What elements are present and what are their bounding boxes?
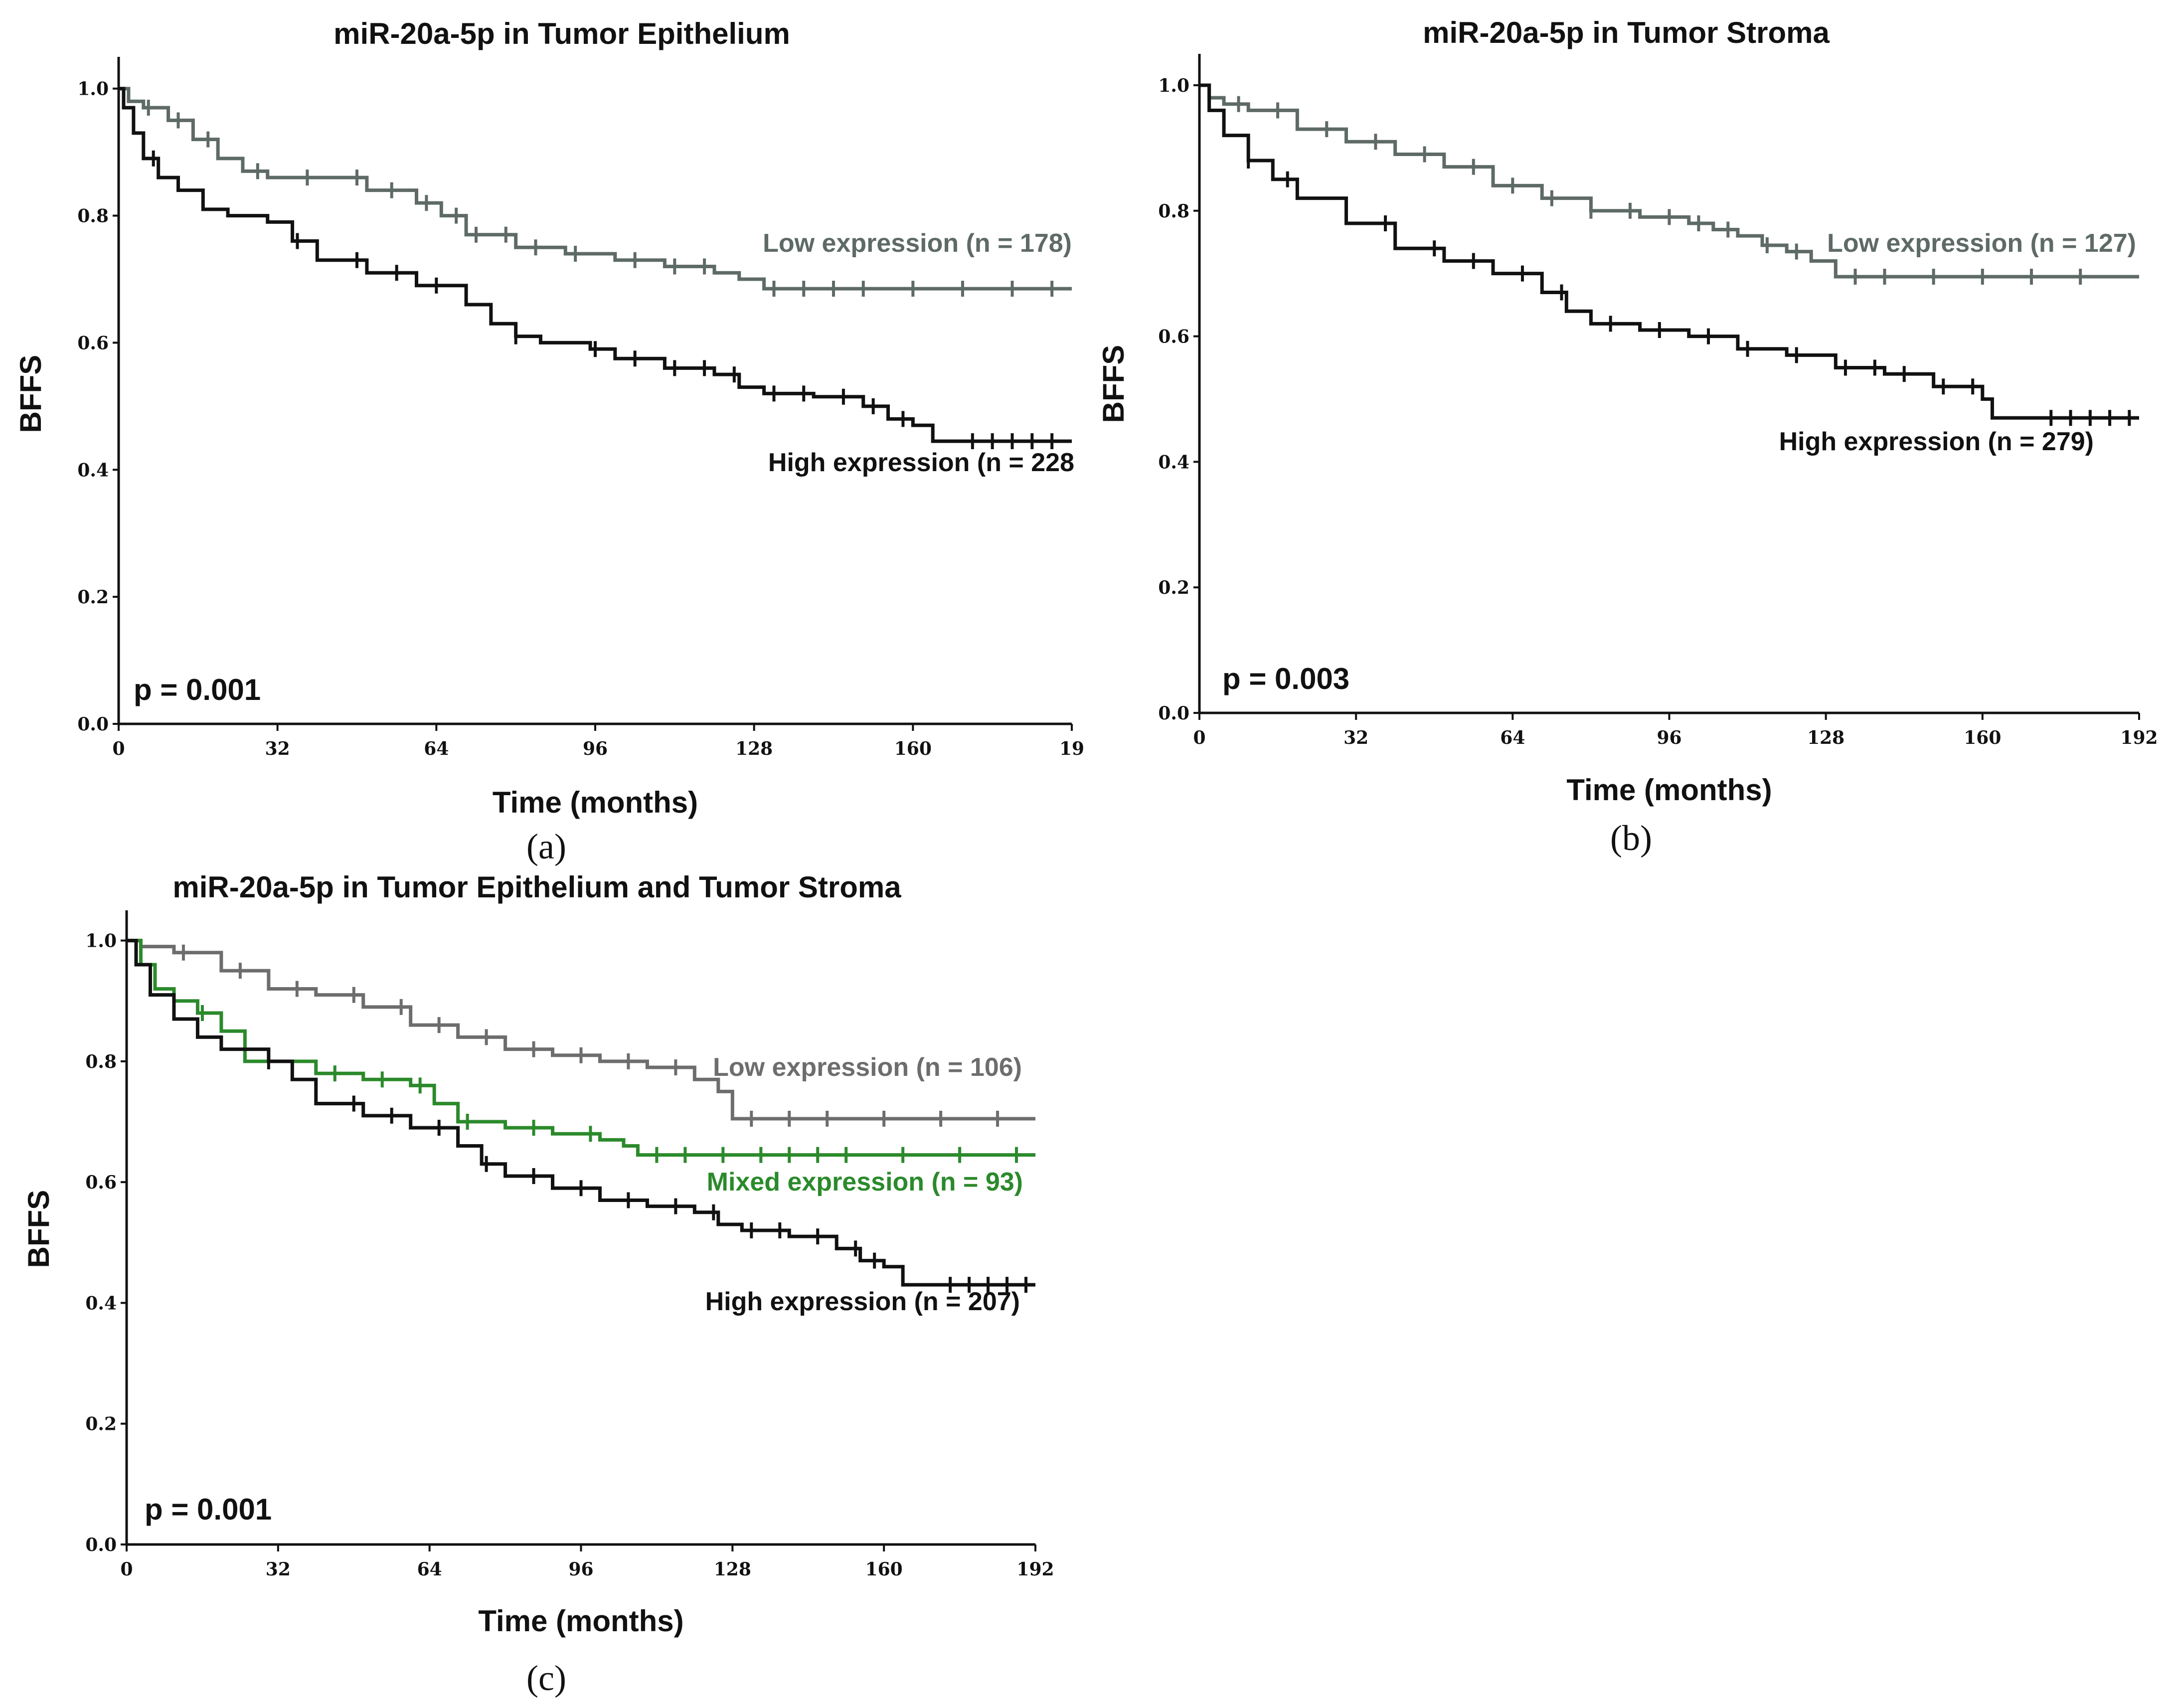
y-tick-label: 0.8 (77, 206, 109, 227)
x-axis-label: Time (months) (493, 786, 698, 819)
x-tick-label: 0 (112, 738, 125, 759)
series-label: High expression (n = 228 (768, 448, 1074, 477)
chart-panel-c: miR-20a-5p in Tumor Epithelium and Tumor… (22, 870, 1054, 1698)
y-tick-label: 0.2 (85, 1414, 117, 1435)
x-tick-label: 160 (865, 1559, 903, 1580)
survival-curve (127, 939, 1035, 1121)
x-axis-label: Time (months) (1566, 773, 1772, 807)
x-tick-label: 0 (1193, 727, 1205, 748)
survival-curve (1199, 83, 2139, 279)
p-value-label: p = 0.001 (134, 673, 261, 706)
y-tick-label: 0.2 (77, 587, 109, 608)
chart-title: miR-20a-5p in Tumor Epithelium (334, 17, 790, 50)
survival-curve (127, 939, 1035, 1287)
y-tick-label: 1.0 (85, 931, 117, 952)
x-tick-label: 0 (120, 1559, 133, 1580)
chart-title: miR-20a-5p in Tumor Stroma (1423, 16, 1830, 49)
series-label: High expression (n = 207) (705, 1287, 1020, 1316)
y-axis-label: BFFS (1097, 345, 1130, 423)
y-tick-label: 0.0 (85, 1535, 117, 1555)
x-tick-label: 32 (1343, 727, 1368, 748)
survival-curve (119, 87, 1072, 291)
panel-caption: (b) (1610, 818, 1652, 858)
series-1: Low expression (n = 127) (1199, 83, 2139, 285)
chart-title: miR-20a-5p in Tumor Epithelium and Tumor… (172, 870, 901, 904)
series-3: High expression (n = 207) (127, 939, 1035, 1316)
x-axis-label: Time (months) (478, 1604, 683, 1638)
chart-panel-b: miR-20a-5p in Tumor Stroma 0 32 64 96 128 160 1… (1097, 16, 2158, 858)
y-tick-label: 1.0 (77, 79, 109, 100)
x-tick-label: 96 (568, 1559, 593, 1580)
x-tick-label: 160 (1964, 727, 2001, 748)
x-tick-label: 96 (1657, 727, 1681, 748)
y-tick-label: 0.4 (1158, 452, 1189, 473)
p-value-label: p = 0.001 (145, 1493, 272, 1526)
x-tick-label: 160 (894, 738, 932, 759)
x-tick-label: 32 (265, 738, 290, 759)
p-value-label: p = 0.003 (1222, 662, 1349, 695)
series-label: High expression (n = 279) (1779, 427, 2094, 456)
x-tick-label: 128 (735, 738, 773, 759)
y-tick-label: 0.0 (1158, 703, 1189, 724)
chart-panel-a: miR-20a-5p in Tumor Epithelium 0 32 64 96 128… (14, 17, 1084, 866)
x-tick-label: 19 (1059, 738, 1084, 759)
series-2: High expression (n = 279) (1199, 83, 2139, 456)
survival-curve (1199, 83, 2139, 420)
x-tick-label: 32 (266, 1559, 291, 1580)
series-label: Mixed expression (n = 93) (707, 1168, 1023, 1196)
x-tick-label: 192 (2120, 727, 2158, 748)
series-label: Low expression (n = 106) (713, 1053, 1022, 1082)
x-tick-label: 128 (1807, 727, 1844, 748)
survival-curve (119, 87, 1072, 443)
series-label: Low expression (n = 178) (763, 229, 1072, 258)
y-tick-label: 1.0 (1158, 75, 1189, 96)
y-tick-label: 0.6 (85, 1172, 117, 1193)
y-tick-label: 0.2 (1158, 577, 1189, 598)
y-tick-label: 0.8 (85, 1051, 117, 1072)
y-tick-label: 0.0 (77, 714, 109, 735)
y-axis-label: BFFS (14, 355, 47, 433)
y-tick-label: 0.8 (1158, 201, 1189, 222)
y-tick-label: 0.4 (77, 460, 109, 481)
series-label: Low expression (n = 127) (1827, 229, 2136, 258)
x-tick-label: 64 (1500, 727, 1525, 748)
panel-caption: (c) (526, 1658, 566, 1698)
x-tick-label: 128 (714, 1559, 751, 1580)
x-tick-label: 64 (417, 1559, 442, 1580)
x-tick-label: 64 (424, 738, 449, 759)
y-tick-label: 0.6 (77, 333, 109, 353)
series-1: Low expression (n = 178) (119, 87, 1072, 297)
panel-caption: (a) (526, 827, 566, 866)
series-2: High expression (n = 228 (119, 87, 1074, 477)
series-1: Low expression (n = 106) (127, 939, 1035, 1127)
x-tick-label: 192 (1016, 1559, 1054, 1580)
x-tick-label: 96 (583, 738, 608, 759)
y-tick-label: 0.6 (1158, 327, 1189, 347)
y-axis-label: BFFS (22, 1190, 55, 1268)
y-tick-label: 0.4 (85, 1293, 117, 1314)
